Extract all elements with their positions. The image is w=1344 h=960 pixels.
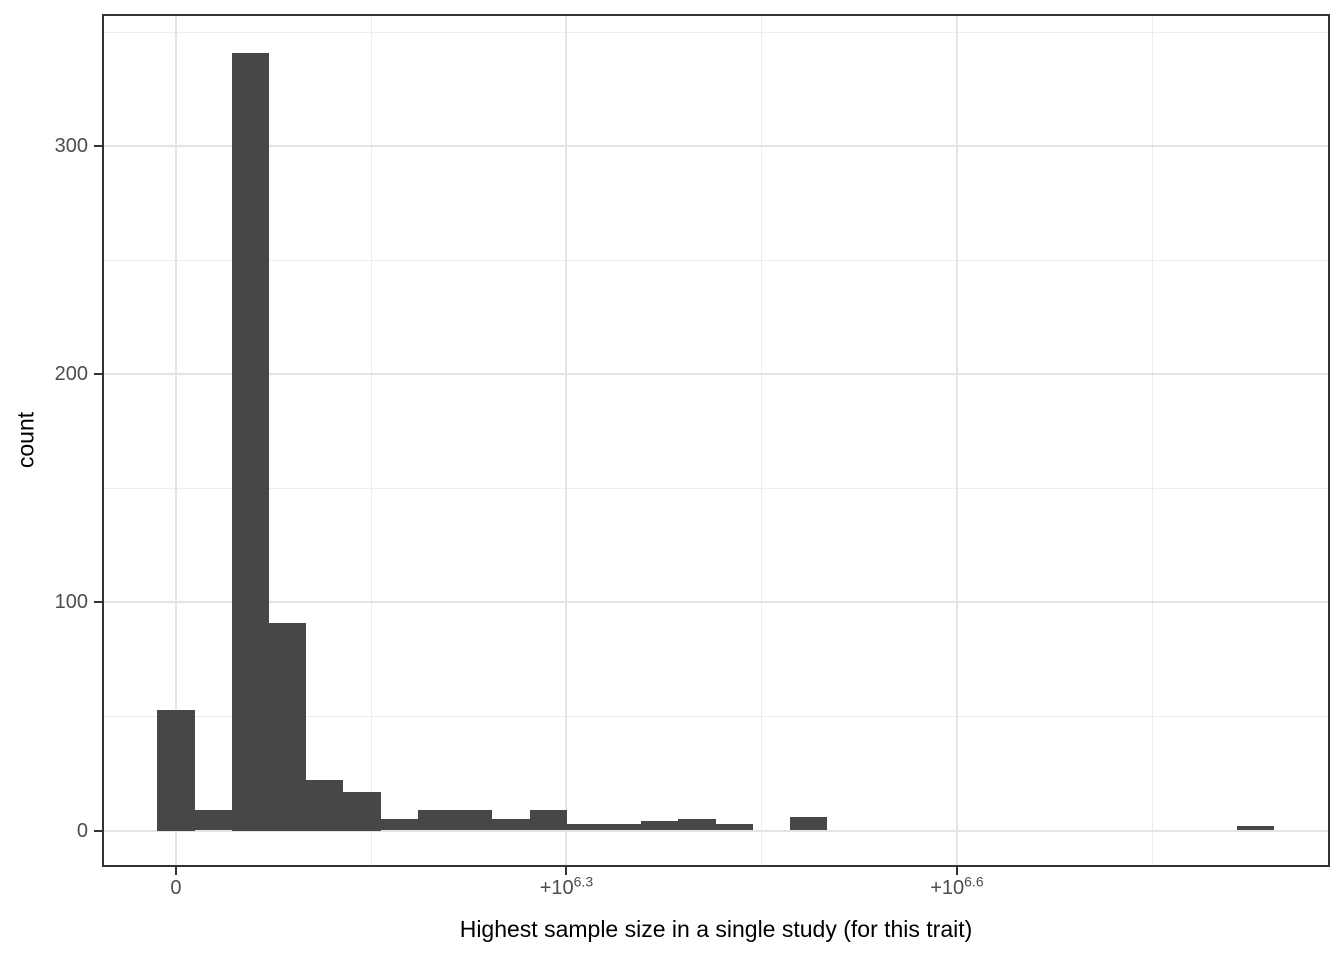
y-axis-title: count — [12, 411, 39, 469]
y-axis-tick — [94, 601, 102, 604]
y-tick-label: 0 — [76, 819, 88, 842]
histogram-bar — [417, 809, 456, 831]
histogram-bar — [231, 52, 270, 831]
histogram-bar — [529, 809, 567, 831]
y-axis-tick — [94, 145, 102, 148]
histogram-bar — [604, 823, 642, 831]
gridline-x-major — [565, 16, 568, 865]
histogram-bar — [380, 819, 418, 831]
gridline-y-minor — [104, 259, 1328, 261]
y-tick-label: 100 — [54, 591, 88, 614]
histogram-bar — [1236, 825, 1274, 831]
x-axis-tick — [955, 867, 958, 875]
histogram-bar — [269, 622, 307, 831]
x-tick-label: +106.3 — [539, 873, 594, 899]
x-axis-tick — [174, 867, 177, 875]
histogram-bar — [641, 821, 679, 831]
gridline-y-major — [104, 373, 1328, 376]
histogram-bar — [157, 709, 195, 831]
histogram-bar — [790, 816, 828, 831]
gridline-x-minor — [370, 16, 372, 865]
x-axis-title: Highest sample size in a single study (f… — [459, 916, 973, 942]
y-tick-label: 200 — [54, 363, 88, 386]
x-axis-tick — [565, 867, 568, 875]
histogram-bar — [306, 780, 344, 831]
gridline-y-minor — [104, 31, 1328, 33]
gridline-y-minor — [104, 715, 1328, 717]
gridline-x-major — [955, 16, 958, 865]
y-axis-tick — [94, 373, 102, 376]
y-tick-label: 300 — [54, 135, 88, 158]
histogram-bar — [455, 809, 493, 831]
y-axis-tick — [94, 829, 102, 832]
histogram-bar — [194, 809, 232, 831]
gridline-y-major — [104, 145, 1328, 148]
histogram-bar — [492, 819, 530, 831]
histogram-bar — [343, 791, 381, 831]
gridline-y-minor — [104, 487, 1328, 489]
gridline-x-minor — [761, 16, 763, 865]
x-tick-label: 0 — [170, 877, 182, 899]
gridline-y-major — [104, 829, 1328, 832]
gridline-x-major — [174, 16, 177, 865]
histogram-bar — [678, 819, 716, 831]
histogram-bar — [715, 823, 753, 831]
histogram-bar — [566, 823, 605, 831]
gridline-x-minor — [1151, 16, 1153, 865]
x-tick-label: +106.6 — [930, 873, 984, 899]
gridline-y-major — [104, 601, 1328, 604]
plot-panel — [102, 14, 1330, 867]
